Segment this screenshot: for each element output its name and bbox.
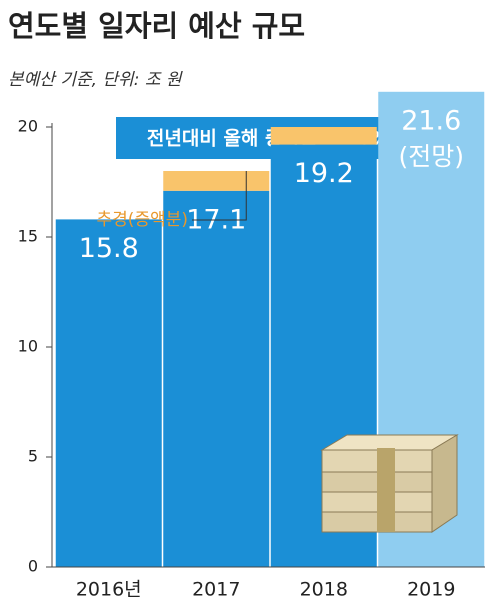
value-label: 21.6	[401, 105, 461, 136]
chart-title: 연도별 일자리 예산 규모	[8, 9, 305, 43]
x-tick-label: 2016년	[76, 579, 142, 601]
y-tick-label: 15	[18, 227, 38, 246]
bar-segment	[55, 219, 162, 567]
x-tick-label: 2018	[300, 579, 348, 601]
series-label: 추경(증액분)	[97, 210, 188, 230]
chart-subtitle: 본예산 기준, 단위: 조 원	[8, 70, 183, 90]
y-tick-label: 5	[28, 447, 38, 466]
bar-segment	[270, 127, 377, 145]
value-label: 19.2	[294, 158, 354, 189]
x-tick-label: 2017	[192, 579, 240, 601]
x-tick-label: 2019	[407, 579, 455, 601]
annotation: (전망)	[398, 142, 464, 171]
leader-line	[192, 171, 247, 221]
y-tick-label: 20	[18, 117, 38, 136]
bar-segment	[163, 171, 270, 191]
y-tick-label: 10	[18, 337, 38, 356]
y-tick-label: 0	[28, 557, 38, 576]
value-label: 15.8	[79, 233, 139, 264]
bar-segment	[163, 190, 270, 568]
money-icon	[320, 434, 459, 533]
